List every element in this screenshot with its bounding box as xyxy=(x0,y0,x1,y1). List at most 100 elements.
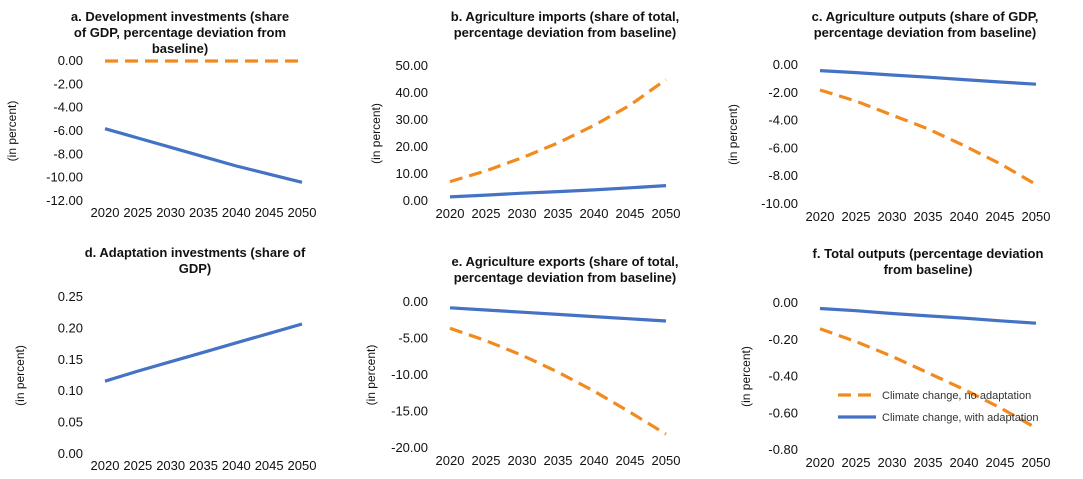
x-tick-label: 2035 xyxy=(914,209,943,224)
x-tick-label: 2020 xyxy=(436,206,465,221)
x-tick-label: 2035 xyxy=(189,205,218,220)
x-tick-label: 2025 xyxy=(123,205,152,220)
x-tick-label: 2020 xyxy=(806,209,835,224)
y-tick-label: -0.60 xyxy=(768,405,798,420)
y-axis-label: (in percent) xyxy=(13,345,27,406)
y-tick-label: -8.00 xyxy=(53,146,83,161)
x-tick-label: 2035 xyxy=(189,458,218,473)
y-axis-label: (in percent) xyxy=(369,103,383,164)
y-tick-label: -2.00 xyxy=(768,85,798,100)
x-tick-label: 2025 xyxy=(842,455,871,470)
x-tick-label: 2030 xyxy=(878,455,907,470)
x-tick-label: 2050 xyxy=(652,453,681,468)
y-tick-label: -6.00 xyxy=(53,123,83,138)
y-tick-label: 0.05 xyxy=(58,415,83,430)
y-tick-label: -6.00 xyxy=(768,140,798,155)
y-tick-label: 0.10 xyxy=(58,383,83,398)
series-line xyxy=(449,184,667,199)
y-tick-label: -0.80 xyxy=(768,442,798,457)
x-tick-label: 2035 xyxy=(914,455,943,470)
chart-title-line: c. Agriculture outputs (share of GDP, xyxy=(812,9,1039,24)
y-tick-label: 40.00 xyxy=(395,85,428,100)
x-tick-label: 2040 xyxy=(222,205,251,220)
series-line xyxy=(449,306,667,323)
legend-label: Climate change, with adaptation xyxy=(882,412,1039,424)
chart-title-line: d. Adaptation investments (share of xyxy=(85,245,306,260)
legend-label: Climate change, no adaptation xyxy=(882,390,1031,402)
x-tick-label: 2025 xyxy=(123,458,152,473)
x-tick-label: 2020 xyxy=(436,453,465,468)
series-line xyxy=(104,322,303,383)
y-tick-label: 0.00 xyxy=(403,193,428,208)
x-tick-label: 2030 xyxy=(156,458,185,473)
y-tick-label: 10.00 xyxy=(395,166,428,181)
chart-title-line: a. Development investments (share xyxy=(71,9,289,24)
y-tick-label: -10.00 xyxy=(391,367,428,382)
y-tick-label: -2.00 xyxy=(53,76,83,91)
y-tick-label: 0.15 xyxy=(58,352,83,367)
x-tick-label: 2030 xyxy=(508,453,537,468)
x-tick-label: 2030 xyxy=(508,206,537,221)
chart-e: e. Agriculture exports (share of total,p… xyxy=(364,254,680,468)
x-tick-label: 2050 xyxy=(652,206,681,221)
x-tick-label: 2045 xyxy=(255,205,284,220)
chart-title-line: of GDP, percentage deviation from xyxy=(74,25,286,40)
chart-title-line: b. Agriculture imports (share of total, xyxy=(451,9,679,24)
x-tick-label: 2045 xyxy=(616,206,645,221)
x-tick-label: 2035 xyxy=(544,453,573,468)
y-tick-label: -4.00 xyxy=(768,113,798,128)
x-tick-label: 2050 xyxy=(288,205,317,220)
chart-b: b. Agriculture imports (share of total,p… xyxy=(369,9,680,221)
series-line xyxy=(449,78,667,184)
x-tick-label: 2020 xyxy=(91,205,120,220)
x-tick-label: 2035 xyxy=(544,206,573,221)
x-tick-label: 2030 xyxy=(878,209,907,224)
chart-f: f. Total outputs (percentage deviationfr… xyxy=(739,246,1050,470)
y-tick-label: 0.20 xyxy=(58,320,83,335)
x-tick-label: 2040 xyxy=(580,453,609,468)
chart-c: c. Agriculture outputs (share of GDP,per… xyxy=(726,9,1050,224)
chart-title-line: f. Total outputs (percentage deviation xyxy=(813,246,1044,261)
y-tick-label: -20.00 xyxy=(391,440,428,455)
x-tick-label: 2050 xyxy=(1022,209,1051,224)
x-tick-label: 2020 xyxy=(91,458,120,473)
y-axis-label: (in percent) xyxy=(739,346,753,407)
y-tick-label: 30.00 xyxy=(395,112,428,127)
x-tick-label: 2025 xyxy=(842,209,871,224)
y-tick-label: -12.00 xyxy=(46,193,83,208)
y-tick-label: 0.00 xyxy=(773,295,798,310)
x-tick-label: 2040 xyxy=(950,209,979,224)
y-tick-label: -5.00 xyxy=(398,331,428,346)
y-tick-label: -15.00 xyxy=(391,404,428,419)
x-tick-label: 2045 xyxy=(986,209,1015,224)
y-axis-label: (in percent) xyxy=(5,101,19,162)
y-tick-label: -4.00 xyxy=(53,100,83,115)
x-tick-label: 2050 xyxy=(1022,455,1051,470)
chart-title-line: GDP) xyxy=(179,261,212,276)
x-tick-label: 2040 xyxy=(222,458,251,473)
chart-title-line: baseline) xyxy=(152,41,208,56)
x-tick-label: 2040 xyxy=(950,455,979,470)
y-tick-label: 0.00 xyxy=(403,294,428,309)
y-tick-label: -10.00 xyxy=(761,196,798,211)
series-line xyxy=(449,326,667,436)
series-line xyxy=(819,69,1037,86)
x-tick-label: 2045 xyxy=(616,453,645,468)
x-tick-label: 2020 xyxy=(806,455,835,470)
y-axis-label: (in percent) xyxy=(364,345,378,406)
series-line xyxy=(819,306,1037,325)
series-line xyxy=(819,88,1037,186)
x-tick-label: 2045 xyxy=(255,458,284,473)
x-tick-label: 2040 xyxy=(580,206,609,221)
chart-title-line: from baseline) xyxy=(884,262,973,277)
y-tick-label: 0.00 xyxy=(58,53,83,68)
y-tick-label: 20.00 xyxy=(395,139,428,154)
y-tick-label: -8.00 xyxy=(768,168,798,183)
chart-title-line: percentage deviation from baseline) xyxy=(454,270,677,285)
chart-title-line: percentage deviation from baseline) xyxy=(454,25,677,40)
y-tick-label: -10.00 xyxy=(46,170,83,185)
x-tick-label: 2045 xyxy=(986,455,1015,470)
x-tick-label: 2050 xyxy=(288,458,317,473)
